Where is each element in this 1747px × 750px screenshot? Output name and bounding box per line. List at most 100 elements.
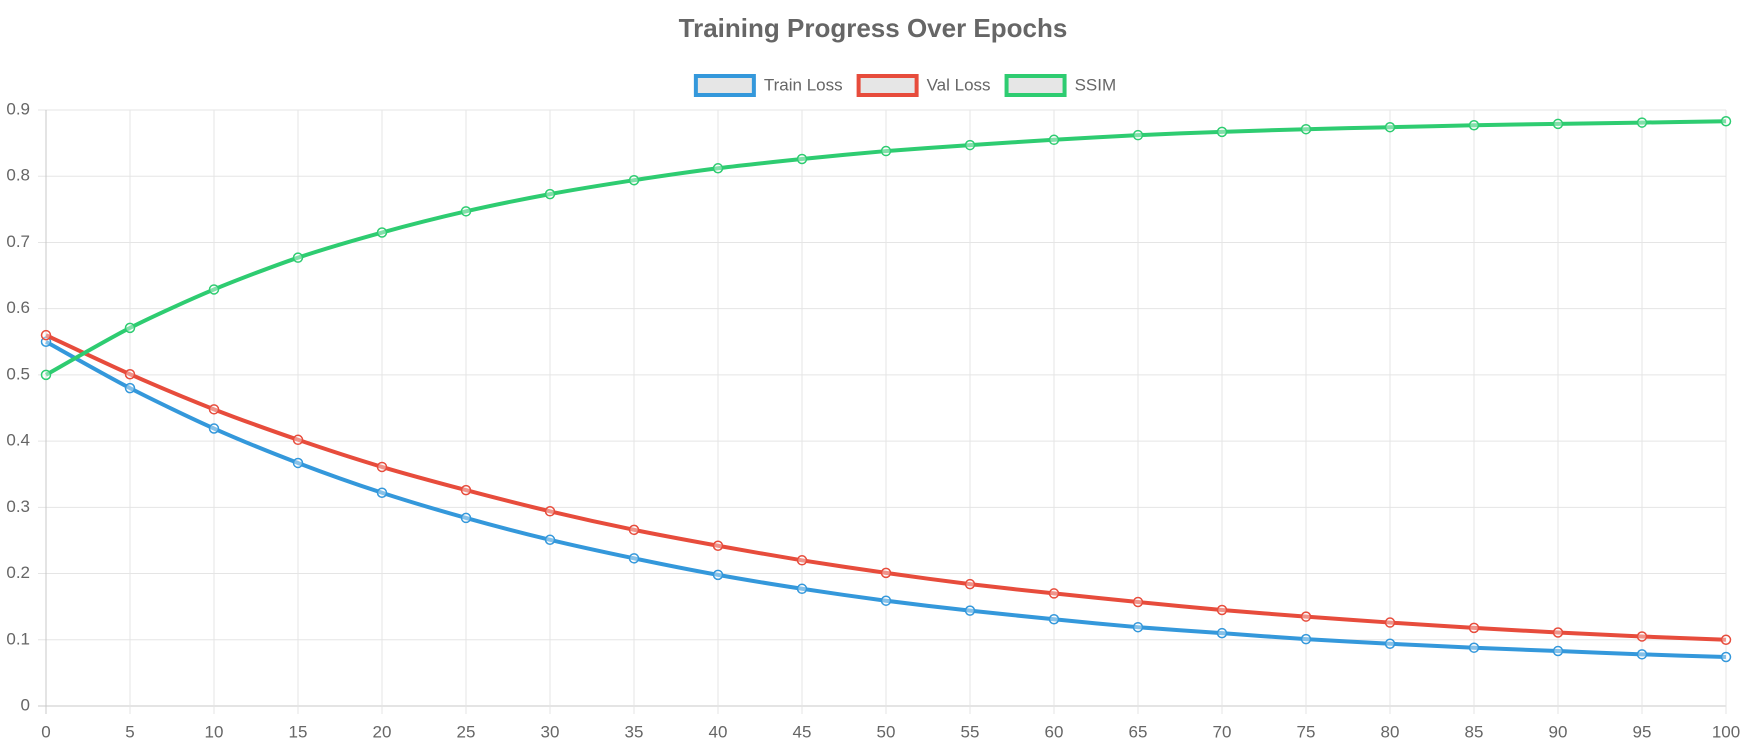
point: [544, 188, 556, 200]
x-tick-label: 95: [1633, 722, 1652, 741]
x-tick-label: 0: [41, 722, 50, 741]
point: [964, 139, 976, 151]
point: [40, 369, 52, 381]
point: [712, 569, 724, 581]
point: [1216, 627, 1228, 639]
y-tick-label: 0.2: [6, 563, 30, 582]
legend-item[interactable]: SSIM: [1004, 74, 1117, 97]
point: [40, 329, 52, 341]
y-tick-label: 0.8: [6, 166, 30, 185]
point: [1636, 631, 1648, 642]
point: [460, 206, 472, 217]
point: [880, 145, 892, 157]
point: [1048, 134, 1060, 146]
legend-label: SSIM: [1075, 75, 1117, 94]
point: [712, 163, 724, 174]
point: [796, 153, 808, 165]
point: [712, 540, 724, 551]
x-tick-label: 80: [1381, 722, 1400, 741]
series: [40, 336, 1732, 663]
point: [1384, 617, 1396, 628]
point: [208, 284, 220, 295]
legend-item[interactable]: Val Loss: [856, 74, 991, 97]
point: [124, 382, 136, 394]
x-tick-label: 75: [1297, 722, 1316, 741]
x-tick-label: 50: [877, 722, 896, 741]
point: [460, 484, 472, 496]
series: [40, 116, 1732, 381]
x-tick-label: 5: [125, 722, 134, 741]
x-tick-label: 40: [709, 722, 728, 741]
legend-label: Train Loss: [764, 75, 843, 94]
legend: Train Loss Val Loss SSIM: [693, 74, 1117, 97]
point: [208, 404, 220, 415]
point: [208, 423, 220, 434]
point: [1048, 588, 1060, 599]
point: [1300, 123, 1312, 135]
x-tick-label: 25: [457, 722, 476, 741]
x-tick-label: 35: [625, 722, 644, 741]
point: [964, 605, 976, 616]
legend-label: Val Loss: [927, 75, 991, 94]
point: [376, 227, 388, 238]
point: [880, 567, 892, 579]
x-tick-label: 100: [1712, 722, 1740, 741]
point: [292, 457, 304, 469]
point: [544, 506, 556, 517]
point: [880, 595, 892, 606]
point: [1552, 627, 1564, 638]
x-tick-label: 85: [1465, 722, 1484, 741]
point: [964, 578, 976, 590]
line: [45, 333, 1727, 642]
point: [1132, 621, 1144, 633]
point: [628, 174, 640, 186]
x-tick-label: 65: [1129, 722, 1148, 741]
point: [628, 524, 640, 536]
point: [460, 512, 472, 524]
y-tick-label: 0.9: [6, 99, 30, 118]
legend-swatch: [856, 74, 919, 97]
point: [376, 461, 388, 473]
point: [1384, 638, 1396, 650]
series: [40, 329, 1732, 646]
point: [1048, 613, 1060, 625]
point: [1384, 121, 1396, 133]
point: [1552, 645, 1564, 657]
point: [1300, 611, 1312, 622]
point: [796, 555, 808, 566]
point: [124, 322, 136, 334]
point: [1468, 642, 1480, 653]
legend-item[interactable]: Train Loss: [693, 74, 843, 97]
point: [1216, 126, 1228, 138]
grid: [38, 109, 1727, 714]
point: [628, 553, 640, 564]
x-tick-label: 20: [373, 722, 392, 741]
point: [1468, 622, 1480, 634]
x-tick-label: 70: [1213, 722, 1232, 741]
x-tick-label: 60: [1045, 722, 1064, 741]
legend-swatch: [1004, 74, 1067, 97]
y-tick-label: 0.7: [6, 232, 30, 251]
legend-swatch: [693, 74, 756, 97]
y-tick-label: 0.5: [6, 364, 30, 383]
x-tick-label: 10: [205, 722, 224, 741]
y-tick-label: 0: [21, 695, 30, 714]
point: [124, 368, 136, 380]
point: [1720, 116, 1732, 127]
y-tick-label: 0.1: [6, 629, 30, 648]
point: [1720, 651, 1732, 663]
point: [1552, 118, 1564, 130]
x-tick-label: 45: [793, 722, 812, 741]
point: [544, 534, 556, 546]
line: [45, 340, 1727, 659]
point: [1216, 604, 1228, 616]
point: [796, 583, 808, 595]
x-tick-label: 55: [961, 722, 980, 741]
x-tick-label: 90: [1549, 722, 1568, 741]
y-tick-label: 0.3: [6, 497, 30, 516]
point: [376, 487, 388, 499]
line: [45, 119, 1727, 377]
point: [292, 252, 304, 263]
chart-title: Training Progress Over Epochs: [679, 13, 1068, 43]
